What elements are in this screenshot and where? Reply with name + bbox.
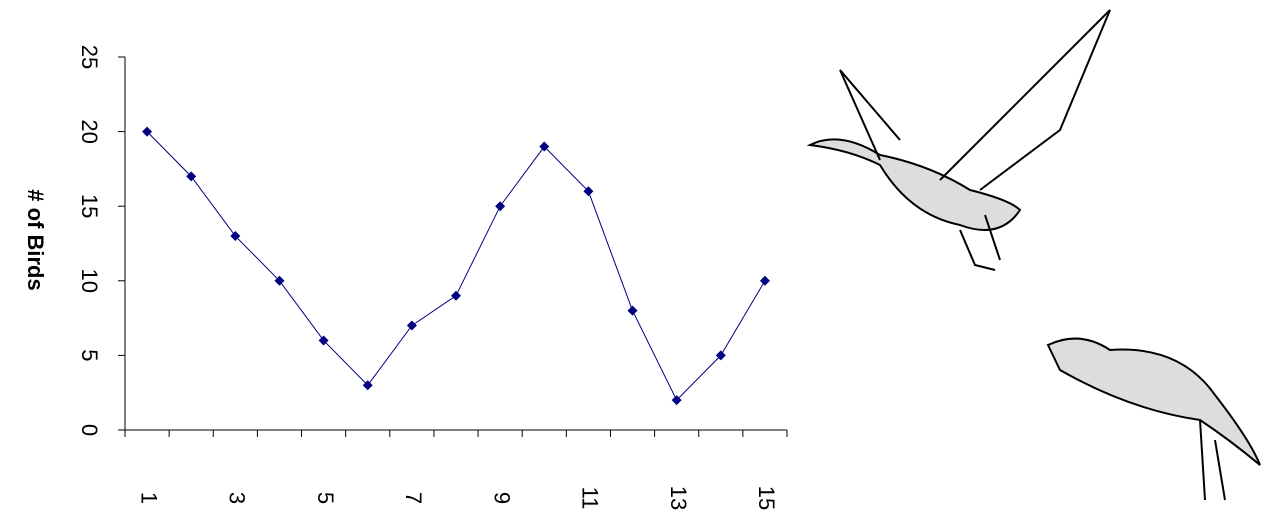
x-tick-label: 9	[489, 492, 514, 504]
y-tick-label: 5	[77, 349, 102, 361]
x-tick-label: 3	[225, 492, 250, 504]
y-axis-label: # of Birds	[23, 189, 48, 290]
x-tick-label: 7	[401, 492, 426, 504]
data-point	[230, 231, 241, 242]
series-line	[146, 131, 766, 402]
data-point	[318, 335, 329, 346]
x-tick-label: 13	[666, 486, 691, 510]
y-tick-label: 25	[77, 45, 102, 69]
data-point	[671, 395, 682, 406]
data-point	[495, 201, 506, 212]
data-point	[539, 141, 550, 152]
x-tick-label: 11	[578, 487, 603, 510]
x-tick-label: 1	[136, 492, 161, 504]
y-tick-label: 10	[77, 269, 102, 293]
data-point	[362, 380, 373, 391]
data-point	[627, 305, 638, 316]
y-tick-label: 0	[77, 424, 102, 436]
data-point	[406, 320, 417, 331]
data-point	[142, 126, 153, 137]
goose-illustration	[806, 9, 1261, 501]
x-tick-label: 5	[313, 492, 338, 504]
x-tick-label: 15	[754, 486, 779, 510]
data-point	[451, 290, 461, 301]
data-point	[186, 171, 197, 182]
y-tick-label: 20	[77, 119, 102, 143]
data-point	[715, 350, 726, 361]
data-point	[583, 186, 594, 197]
data-point	[759, 275, 770, 286]
data-point	[274, 275, 285, 286]
y-tick-label: 15	[77, 194, 102, 218]
